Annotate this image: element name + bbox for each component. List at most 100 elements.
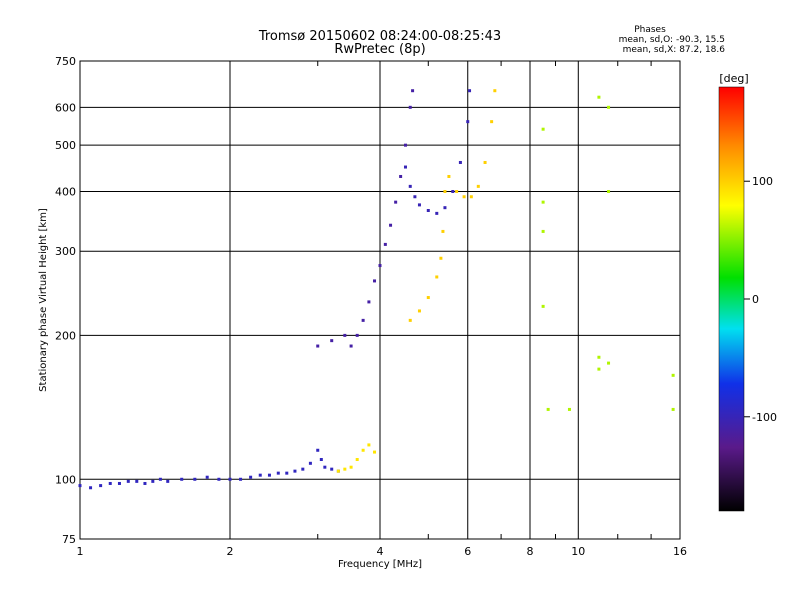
echo-point (441, 229, 445, 233)
echo-point (126, 479, 130, 483)
echo-point (316, 344, 320, 348)
y-tick-label: 300 (55, 245, 76, 258)
chart-title: Tromsø 20150602 08:24:00-08:25:43 (258, 29, 501, 44)
x-tick-label: 4 (377, 545, 384, 558)
echo-point (108, 481, 112, 485)
echo-point (373, 279, 377, 283)
echo-point (417, 203, 421, 207)
echo-point (597, 95, 601, 99)
echo-point (671, 373, 675, 377)
x-tick-label: 10 (571, 545, 585, 558)
colorbar-ticks: 100 0 -100 (744, 175, 777, 424)
colorbar (718, 86, 745, 512)
echo-point (151, 479, 155, 483)
echo-point (447, 174, 451, 178)
echo-point (403, 165, 407, 169)
echo-point (469, 195, 473, 199)
y-tick-label: 500 (55, 139, 76, 152)
echo-point (319, 457, 323, 461)
echo-point (439, 256, 443, 260)
echo-point (135, 479, 139, 483)
echo-point (597, 355, 601, 359)
chart-subtitle: RwPretec (8p) (334, 42, 425, 57)
echo-point (249, 475, 253, 479)
x-tick-label: 1 (77, 545, 84, 558)
echo-point (301, 467, 305, 471)
echo-point (455, 189, 459, 193)
colorbar-tick-label: 100 (752, 175, 773, 188)
echo-point (541, 229, 545, 233)
echo-point (373, 450, 377, 454)
echo-point (671, 407, 675, 411)
echo-point (383, 242, 387, 246)
echo-point (426, 209, 430, 213)
echo-point (166, 479, 170, 483)
echo-point (89, 486, 93, 490)
echo-point (451, 189, 455, 193)
echo-point (285, 471, 289, 475)
echo-point (276, 471, 280, 475)
y-tick-label: 750 (55, 55, 76, 68)
echo-point (493, 89, 497, 93)
echo-point (267, 473, 271, 477)
echo-point (343, 467, 347, 471)
echo-point (143, 481, 147, 485)
echo-point (355, 333, 359, 337)
y-tick-label: 100 (55, 473, 76, 486)
echo-point (541, 200, 545, 204)
echo-point (567, 407, 571, 411)
echo-point (541, 127, 545, 131)
echo-point (399, 174, 403, 178)
echo-point (205, 475, 209, 479)
phases-x-stats: mean, sd,X: 87.2, 18.6 (623, 45, 726, 55)
echo-point (408, 184, 412, 188)
echo-point (607, 361, 611, 365)
echo-point (426, 296, 430, 300)
echo-point (389, 223, 393, 227)
y-tick-label: 75 (62, 533, 76, 546)
colorbar-tick-label: 0 (752, 293, 759, 306)
echo-point (323, 465, 327, 469)
echo-point (355, 457, 359, 461)
echo-point (408, 318, 412, 322)
echo-point (330, 339, 334, 343)
echo-point (217, 477, 221, 481)
echo-point (458, 160, 462, 164)
x-tick-label: 16 (673, 545, 687, 558)
echo-point (117, 481, 121, 485)
echo-point (99, 484, 103, 488)
echo-point (180, 477, 184, 481)
echo-point (361, 448, 365, 452)
echo-point (228, 477, 232, 481)
echo-point (239, 477, 243, 481)
echo-point (607, 105, 611, 109)
echo-point (336, 469, 340, 473)
echo-point (361, 318, 365, 322)
echo-point (443, 189, 447, 193)
x-tick-label: 2 (227, 545, 234, 558)
echo-point (316, 448, 320, 452)
echo-point (413, 195, 417, 199)
echo-point (411, 89, 415, 93)
echo-point (349, 465, 353, 469)
echo-point (607, 189, 611, 193)
data-points (78, 89, 675, 490)
echo-point (367, 300, 371, 304)
y-tick-label: 200 (55, 329, 76, 342)
colorbar-tick-label: -100 (752, 411, 777, 424)
x-tick-label: 6 (464, 545, 471, 558)
echo-point (435, 275, 439, 279)
echo-point (367, 443, 371, 447)
echo-point (308, 461, 312, 465)
echo-point (443, 206, 447, 210)
echo-point (541, 304, 545, 308)
echo-point (546, 407, 550, 411)
echo-point (408, 105, 412, 109)
colorbar-label: [deg] (719, 72, 748, 85)
y-tick-label: 400 (55, 185, 76, 198)
x-axis-label: Frequency [MHz] (338, 559, 422, 570)
echo-point (158, 477, 162, 481)
echo-point (343, 333, 347, 337)
echo-point (435, 211, 439, 215)
